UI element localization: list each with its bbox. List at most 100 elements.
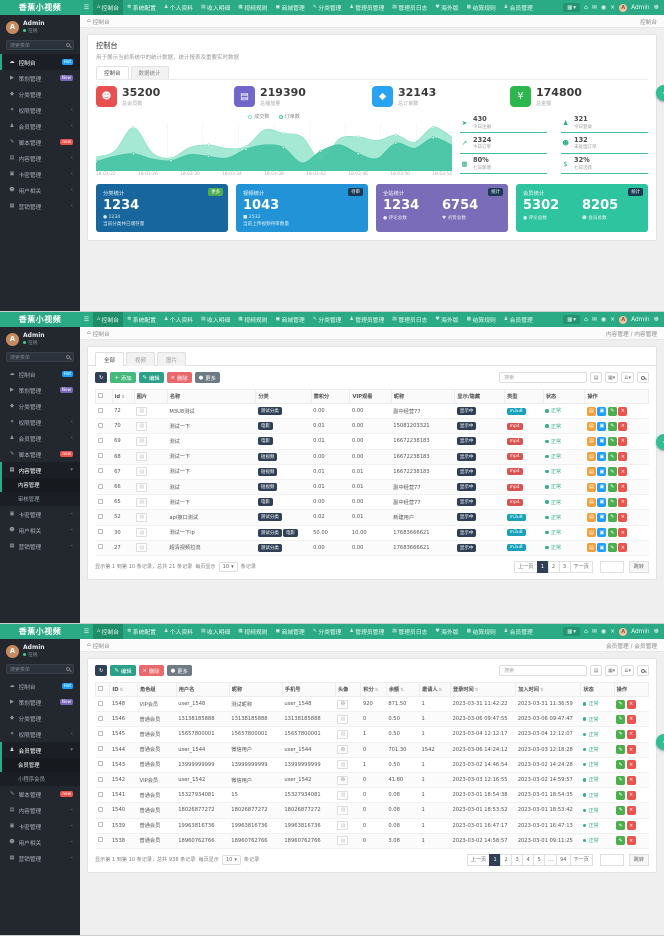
edit-row-button[interactable]: ✎ bbox=[607, 421, 617, 431]
edit-row-button[interactable]: ✎ bbox=[607, 497, 617, 507]
menu-icon[interactable]: ☰ bbox=[83, 316, 90, 323]
nav-item-4[interactable]: ▦ 视频规则 bbox=[234, 312, 271, 327]
col-header-5[interactable]: 需积分 bbox=[310, 389, 351, 404]
col-header-10[interactable]: 登录时间⇅ bbox=[449, 682, 517, 697]
refresh-button[interactable]: ↻ bbox=[95, 372, 108, 383]
sidebar-item-3[interactable]: ✦ 权限管理 ‹ bbox=[0, 414, 80, 430]
edit-row-button[interactable]: ✎ bbox=[607, 528, 617, 538]
view-button[interactable]: ▤ bbox=[586, 467, 596, 477]
page-jump-input[interactable] bbox=[599, 560, 624, 573]
edit-row-button[interactable]: ✎ bbox=[607, 512, 617, 522]
nav-item-8[interactable]: ▤ 管理员日志 bbox=[388, 0, 431, 15]
visibility-badge[interactable]: 显示中 bbox=[456, 513, 477, 522]
view-button[interactable]: ▤ bbox=[586, 512, 596, 522]
page-size-select[interactable]: 10 ▾ bbox=[218, 561, 238, 572]
visibility-badge[interactable]: 显示中 bbox=[456, 452, 477, 461]
edit-row-button[interactable]: ✎ bbox=[616, 836, 626, 846]
edit-row-button[interactable]: ✎ bbox=[616, 760, 626, 770]
col-header-7[interactable]: 昵称 bbox=[390, 389, 456, 404]
visibility-badge[interactable]: 显示中 bbox=[456, 467, 477, 476]
nav-item-6[interactable]: ✎ 分类管理 bbox=[309, 312, 346, 327]
col-header-9[interactable]: 邀请人⇅ bbox=[419, 682, 451, 697]
col-header-6[interactable]: VIP观看 bbox=[349, 389, 392, 404]
sidebar-item-5[interactable]: ✎ 脚本管理 new bbox=[0, 446, 80, 462]
delete-row-button[interactable]: × bbox=[626, 699, 636, 709]
bell-icon[interactable]: ◉ bbox=[600, 316, 607, 323]
col-header-1[interactable]: ID⇅ bbox=[109, 682, 139, 697]
visibility-badge[interactable]: 显示中 bbox=[456, 422, 477, 431]
delete-row-button[interactable]: × bbox=[618, 543, 628, 553]
nav-item-8[interactable]: ▤ 管理员日志 bbox=[388, 624, 431, 639]
refresh-button[interactable]: ↻ bbox=[95, 665, 108, 676]
col-header-9[interactable]: 类型 bbox=[504, 389, 544, 404]
link-button[interactable]: ▣ bbox=[597, 436, 607, 446]
sidebar-item-6[interactable]: ▤ 内容管理 ‹ bbox=[0, 150, 80, 166]
nav-item-5[interactable]: ▣ 商城管理 bbox=[271, 312, 308, 327]
sidebar-item-8[interactable]: ☻ 用户相关 ‹ bbox=[0, 182, 80, 198]
sidebar-item-1[interactable]: ▶ 策划管理 New bbox=[0, 70, 80, 86]
row-checkbox[interactable] bbox=[97, 437, 103, 443]
col-header-5[interactable]: 手机号 bbox=[281, 682, 336, 697]
edit-row-button[interactable]: ✎ bbox=[607, 436, 617, 446]
delete-row-button[interactable]: × bbox=[626, 714, 636, 724]
nav-item-4[interactable]: ▦ 视频规则 bbox=[234, 624, 271, 639]
close-icon[interactable]: × bbox=[610, 4, 616, 11]
sidebar-item-6[interactable]: ▤ 内容管理 ‹ bbox=[0, 802, 80, 818]
sidebar-search-input[interactable]: 搜索菜单 bbox=[6, 664, 74, 675]
edit-row-button[interactable]: ✎ bbox=[616, 775, 626, 785]
col-header-8[interactable]: 显示/隐藏 bbox=[454, 389, 506, 404]
col-header-11[interactable]: 加入时间⇅ bbox=[515, 682, 582, 697]
sidebar-item-1[interactable]: ▶ 策划管理 New bbox=[0, 694, 80, 710]
col-header-13[interactable]: 操作 bbox=[613, 682, 650, 697]
theme-toggle-button[interactable]: ‹ bbox=[656, 734, 664, 750]
nav-item-6[interactable]: ✎ 分类管理 bbox=[309, 624, 346, 639]
sidebar-item-1[interactable]: ▶ 策划管理 New bbox=[0, 382, 80, 398]
sidebar-subitem-1[interactable]: 小程序会员 bbox=[0, 772, 80, 787]
select-all-checkbox[interactable] bbox=[98, 686, 103, 691]
columns-icon[interactable]: ▦▾ bbox=[605, 372, 619, 383]
sidebar-item-9[interactable]: ▦ 营销管理 ‹ bbox=[0, 850, 80, 866]
sidebar-item-5[interactable]: ✎ 脚本管理 new bbox=[0, 134, 80, 150]
nav-item-11[interactable]: ♟ 会员管理 bbox=[500, 0, 537, 15]
nav-item-3[interactable]: ▤ 收入明细 bbox=[197, 0, 234, 15]
nav-item-3[interactable]: ▤ 收入明细 bbox=[197, 624, 234, 639]
sidebar-item-8[interactable]: ☻ 用户相关 ‹ bbox=[0, 522, 80, 538]
edit-row-button[interactable]: ✎ bbox=[616, 714, 626, 724]
edit-button[interactable]: ✎ 编辑 bbox=[138, 372, 164, 383]
user-name[interactable]: Admin bbox=[631, 316, 650, 323]
view-button[interactable]: ▤ bbox=[586, 452, 596, 462]
nav-item-11[interactable]: ♟ 会员管理 bbox=[500, 312, 537, 327]
bell-icon[interactable]: ◉ bbox=[600, 4, 607, 11]
menu-icon[interactable]: ☰ bbox=[83, 628, 90, 635]
sidebar-item-0[interactable]: ☁ 控制台 Hot bbox=[0, 678, 80, 694]
delete-button[interactable]: × 删除 bbox=[166, 372, 192, 383]
table-search-input[interactable]: 搜索 bbox=[499, 665, 588, 676]
search-icon[interactable] bbox=[637, 372, 649, 383]
select-all-header[interactable] bbox=[94, 682, 111, 697]
home-icon[interactable]: ⌂ bbox=[584, 4, 588, 11]
export-icon[interactable]: ⇊▾ bbox=[621, 372, 634, 383]
edit-row-button[interactable]: ✎ bbox=[616, 729, 626, 739]
row-checkbox[interactable] bbox=[97, 483, 103, 489]
sidebar-item-0[interactable]: ☁ 控制台 Hot bbox=[0, 54, 80, 71]
sidebar-item-5[interactable]: ✎ 脚本管理 new bbox=[0, 786, 80, 802]
delete-row-button[interactable]: × bbox=[618, 528, 628, 538]
user-avatar[interactable]: A bbox=[619, 627, 628, 636]
user-avatar[interactable]: A bbox=[619, 3, 628, 12]
col-header-4[interactable]: 昵称 bbox=[228, 682, 283, 697]
row-checkbox[interactable] bbox=[97, 791, 103, 797]
theme-toggle-button[interactable]: ‹ bbox=[656, 434, 664, 450]
select-all-checkbox[interactable] bbox=[98, 393, 103, 398]
sidebar-item-4[interactable]: ♟ 会员管理 ▾ bbox=[0, 742, 80, 759]
visibility-badge[interactable]: 显示中 bbox=[456, 498, 477, 507]
visibility-badge[interactable]: 显示中 bbox=[456, 437, 477, 446]
delete-row-button[interactable]: × bbox=[618, 497, 628, 507]
delete-row-button[interactable]: × bbox=[618, 421, 628, 431]
edit-row-button[interactable]: ✎ bbox=[607, 452, 617, 462]
nav-item-0[interactable]: ⌂ 控制台 bbox=[93, 0, 123, 15]
close-icon[interactable]: × bbox=[610, 316, 616, 323]
col-header-7[interactable]: 积分⇅ bbox=[360, 682, 387, 697]
legend-item[interactable]: 成交数 bbox=[248, 113, 270, 120]
nav-item-2[interactable]: ♟ 个人资料 bbox=[160, 624, 197, 639]
filter-tab-1[interactable]: 视频 bbox=[126, 352, 156, 366]
